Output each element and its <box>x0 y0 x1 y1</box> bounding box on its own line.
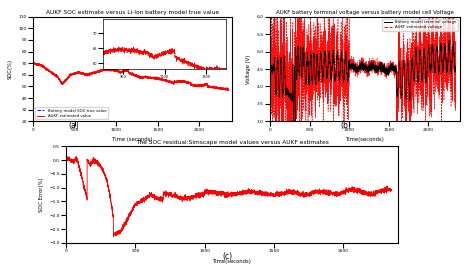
Battery model SOC true value <box>123 69 128 72</box>
AUKF estimated voltage <box>449 12 455 15</box>
Legend: Battery model SOC true value, AUKF estimated value: Battery model SOC true value, AUKF estim… <box>35 107 108 120</box>
Battery model terminal voltage <box>267 69 273 72</box>
Text: (c): (c) <box>222 253 233 261</box>
Title: AUKF SOC estimate versus Li-Ion battery model true value: AUKF SOC estimate versus Li-Ion battery … <box>46 10 219 15</box>
Y-axis label: SOC(%): SOC(%) <box>8 59 13 79</box>
AUKF estimated value <box>210 85 215 88</box>
AUKF estimated value <box>225 87 231 91</box>
AUKF estimated value <box>225 89 231 92</box>
Battery model SOC true value <box>114 69 119 72</box>
AUKF estimated value <box>172 81 178 84</box>
AUKF estimated voltage <box>267 45 273 49</box>
AUKF estimated voltage <box>453 52 459 55</box>
Battery model terminal voltage <box>300 59 305 62</box>
Battery model terminal voltage <box>338 55 344 58</box>
AUKF estimated value <box>123 69 128 72</box>
Battery model terminal voltage <box>453 64 459 68</box>
Battery model SOC true value <box>219 87 225 90</box>
Y-axis label: Voltage (V): Voltage (V) <box>246 54 251 84</box>
Line: Battery model SOC true value: Battery model SOC true value <box>33 63 228 89</box>
AUKF estimated voltage <box>289 108 294 112</box>
AUKF estimated value <box>30 61 36 64</box>
Battery model SOC true value <box>30 62 36 65</box>
AUKF estimated voltage <box>429 59 435 62</box>
X-axis label: Time(seconds): Time(seconds) <box>213 259 252 264</box>
Battery model SOC true value <box>225 88 231 91</box>
Text: (a): (a) <box>68 121 79 130</box>
Title: AUKF battery terminal voltage versus battery model cell Voltage: AUKF battery terminal voltage versus bat… <box>276 10 454 15</box>
Battery model SOC true value <box>112 69 118 72</box>
Y-axis label: SOC Error(%): SOC Error(%) <box>39 177 44 212</box>
AUKF estimated voltage <box>338 64 344 67</box>
Battery model SOC true value <box>210 86 215 89</box>
Text: (b): (b) <box>341 121 351 130</box>
X-axis label: Time(seconds): Time(seconds) <box>346 137 384 142</box>
AUKF estimated value <box>112 69 118 72</box>
Battery model SOC true value <box>172 81 178 84</box>
Battery model terminal voltage <box>447 39 452 42</box>
Legend: Battery model terminal voltage, AUKF estimated voltage: Battery model terminal voltage, AUKF est… <box>383 18 458 31</box>
AUKF estimated voltage <box>286 177 292 181</box>
Line: AUKF estimated voltage: AUKF estimated voltage <box>270 0 456 179</box>
X-axis label: Time (seconds): Time (seconds) <box>112 137 153 142</box>
Line: Battery model terminal voltage: Battery model terminal voltage <box>270 40 456 126</box>
AUKF estimated value <box>30 61 36 65</box>
Battery model terminal voltage <box>289 92 294 95</box>
Battery model terminal voltage <box>346 65 352 68</box>
Battery model terminal voltage <box>429 48 435 52</box>
Line: AUKF estimated value: AUKF estimated value <box>33 62 228 90</box>
AUKF estimated value <box>219 87 225 90</box>
Battery model terminal voltage <box>449 52 455 56</box>
AUKF estimated value <box>114 68 119 72</box>
AUKF estimated voltage <box>300 55 305 58</box>
Title: The SOC residual:Simscape model values versus AUKF estimates: The SOC residual:Simscape model values v… <box>136 140 328 145</box>
Battery model terminal voltage <box>291 124 296 128</box>
AUKF estimated voltage <box>346 63 352 66</box>
